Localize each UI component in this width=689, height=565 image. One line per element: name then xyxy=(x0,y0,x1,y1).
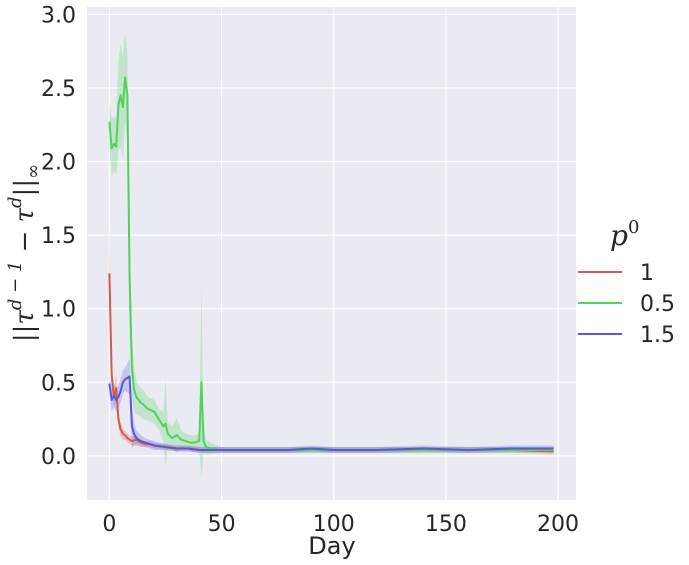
x-tick-label: 50 xyxy=(208,512,236,537)
confidence-bands xyxy=(109,33,554,478)
grid-lines xyxy=(87,7,576,500)
legend-title: p0 xyxy=(610,217,639,252)
y-tick-label: 1.0 xyxy=(41,298,76,323)
plot-area xyxy=(87,7,576,500)
x-tick-label: 0 xyxy=(102,512,116,537)
y-tick-label: 0.5 xyxy=(41,371,76,396)
svg-text:||τd − 1 − τd||∞: ||τd − 1 − τd||∞ xyxy=(5,164,44,342)
y-tick-label: 2.0 xyxy=(41,151,76,176)
y-tick-label: 1.5 xyxy=(41,224,76,249)
x-tick-labels: 0 50 100 150 200 xyxy=(102,512,579,537)
series-lines xyxy=(108,76,554,453)
legend-label-1.5: 1.5 xyxy=(640,323,675,348)
y-tick-labels: 0.0 0.5 1.0 1.5 2.0 2.5 3.0 xyxy=(41,3,76,469)
y-tick-label: 3.0 xyxy=(41,3,76,28)
legend: p0 1 0.5 1.5 xyxy=(578,217,675,348)
y-tick-label: 0.0 xyxy=(41,445,76,470)
x-tick-label: 200 xyxy=(537,512,579,537)
series-line-1.5 xyxy=(108,375,554,451)
x-axis-label: Day xyxy=(308,532,355,560)
legend-label-0.5: 0.5 xyxy=(640,292,675,317)
series-band-1.5 xyxy=(109,358,554,453)
y-tick-label: 2.5 xyxy=(41,77,76,102)
y-axis-label: ||τd − 1 − τd||∞ xyxy=(5,164,44,342)
legend-label-1: 1 xyxy=(640,261,654,286)
x-tick-label: 100 xyxy=(313,512,355,537)
x-tick-label: 150 xyxy=(425,512,467,537)
